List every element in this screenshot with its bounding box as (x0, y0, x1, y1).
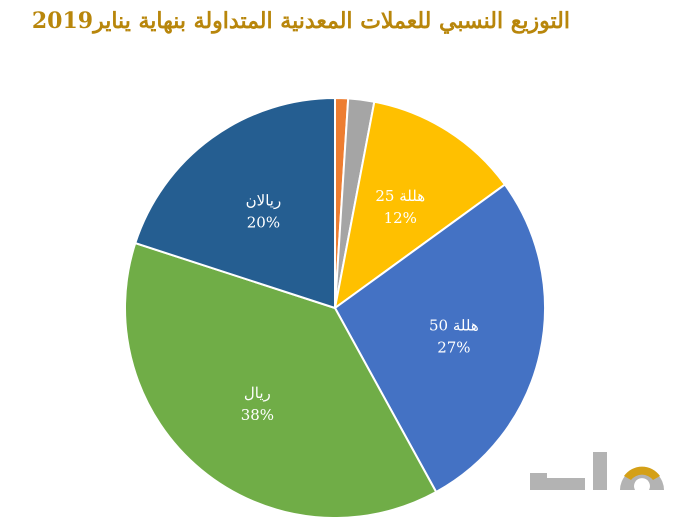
slice-label-2: 25 هللة 12% (375, 187, 425, 227)
pie-slice-3 (333, 183, 546, 494)
slice-label-5: ريالان 20% (246, 191, 282, 231)
slice-name-3: 50 هللة (429, 317, 479, 335)
slice-name-5: ريالان (246, 191, 282, 209)
slice-pct-5: 20% (247, 213, 280, 231)
mal-logo-icon (530, 452, 664, 490)
slice-pct-2: 12% (384, 209, 417, 227)
slice-pct-3: 27% (437, 339, 470, 357)
slice-label-4: ريال 38% (241, 384, 274, 424)
chart-title: التوزيع النسبي للعملات المعدنية المتداول… (31, 8, 570, 34)
pie-slices (124, 96, 546, 517)
pie-slice-5 (134, 96, 336, 310)
pie-slice-2 (333, 100, 507, 311)
slice-name-4: ريال (244, 384, 271, 402)
pie-labels: 25 هللة 12% 50 هللة 27% ريال 38% ريالان 20% (241, 187, 479, 424)
slice-pct-4: 38% (241, 406, 274, 424)
slice-label-3: 50 هللة 27% (429, 317, 479, 357)
slice-name-2: 25 هللة (375, 187, 425, 205)
pie-slice-4 (124, 241, 438, 517)
